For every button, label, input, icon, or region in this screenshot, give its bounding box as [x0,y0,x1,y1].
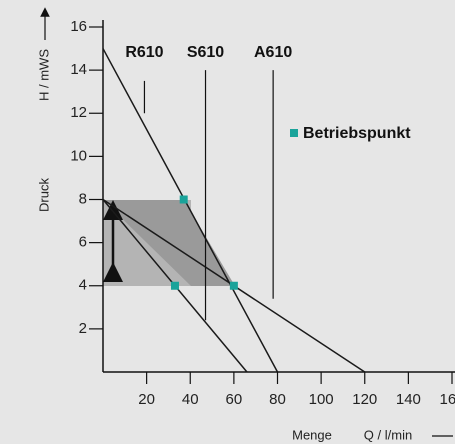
x-label: Menge [292,427,332,442]
y-tick-label: 2 [79,320,87,337]
model-label: A610 [254,44,292,61]
y-label: Druck [36,178,51,212]
operating-point [229,281,238,290]
x-unit: Q / l/min [364,427,412,442]
x-tick-label: 140 [396,391,421,408]
y-tick-label: 10 [70,147,87,164]
model-label: S610 [187,44,224,61]
x-tick-label: 120 [352,391,377,408]
y-tick-label: 16 [70,18,87,35]
x-tick-label: 40 [182,391,199,408]
y-tick-label: 6 [79,234,87,251]
x-tick-label: 100 [309,391,334,408]
y-tick-label: 8 [79,190,87,207]
curve [102,48,279,373]
y-tick-label: 14 [70,61,87,78]
legend-swatch [290,129,298,137]
operating-point [179,195,188,204]
x-tick-label: 160 [439,391,455,408]
x-tick-label: 80 [269,391,286,408]
model-label: R610 [125,44,163,61]
y-unit: H / mWS [36,49,51,101]
legend-label: Betriebspunkt [303,125,411,142]
operating-point [170,281,179,290]
y-tick-label: 12 [70,104,87,121]
x-tick-label: 20 [138,391,155,408]
y-tick-label: 4 [79,277,87,294]
x-tick-label: 60 [226,391,243,408]
